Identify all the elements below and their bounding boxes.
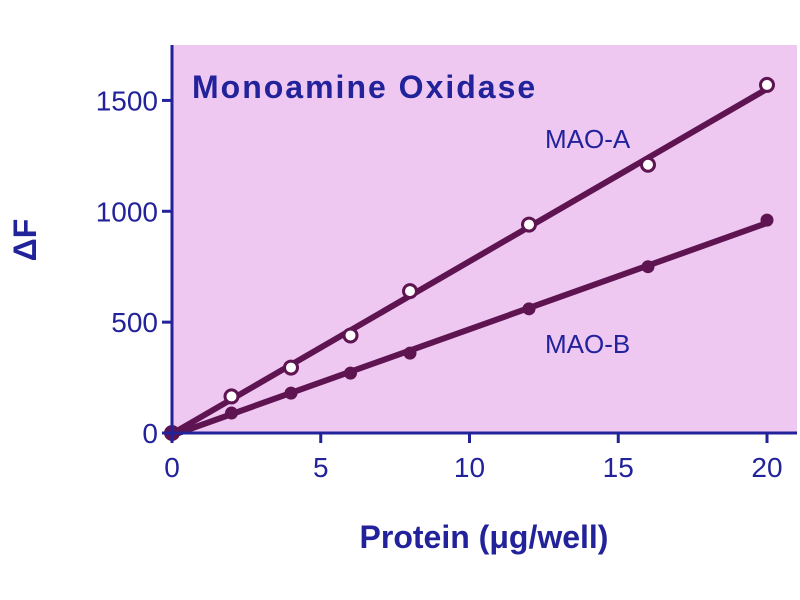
data-point-mao-b [284,386,298,400]
x-axis-title: Protein (μg/well) [360,519,609,555]
data-point-mao-b [760,213,774,227]
x-tick-label: 15 [603,452,634,483]
data-point-mao-b [403,346,417,360]
y-tick-label: 1500 [96,85,158,116]
series-line-mao-a [169,85,770,437]
y-tick-label: 0 [142,418,158,449]
y-tick-label: 1000 [96,196,158,227]
series-label-mao-a: MAO-A [545,124,631,154]
data-point-mao-a [521,216,537,233]
data-point-mao-a [640,156,656,173]
data-point-mao-b [522,302,536,316]
chart-title: Monoamine Oxidase [192,69,537,105]
y-tick-label: 500 [111,307,158,338]
plot-area [172,45,797,433]
series-line-mao-b [169,220,770,439]
y-axis-title: ΔF [7,219,43,262]
data-point-mao-b [344,366,357,380]
data-point-mao-b [641,260,655,274]
data-point-mao-a [402,283,418,300]
data-point-mao-b [225,406,238,420]
data-point-mao-a [759,76,775,93]
x-tick-label: 5 [313,452,329,483]
data-point-mao-a [342,327,359,344]
x-tick-label: 20 [751,452,782,483]
series-label-mao-b: MAO-B [545,329,630,359]
x-axis-ticks: 0 5 10 15 20 [164,433,783,483]
data-point-mao-a [283,359,299,376]
series-layer [164,76,775,441]
x-tick-label: 10 [454,452,485,483]
y-axis-ticks: 0 500 1000 1500 [96,85,172,449]
data-point-mao-a [223,388,240,405]
x-tick-label: 0 [164,452,180,483]
